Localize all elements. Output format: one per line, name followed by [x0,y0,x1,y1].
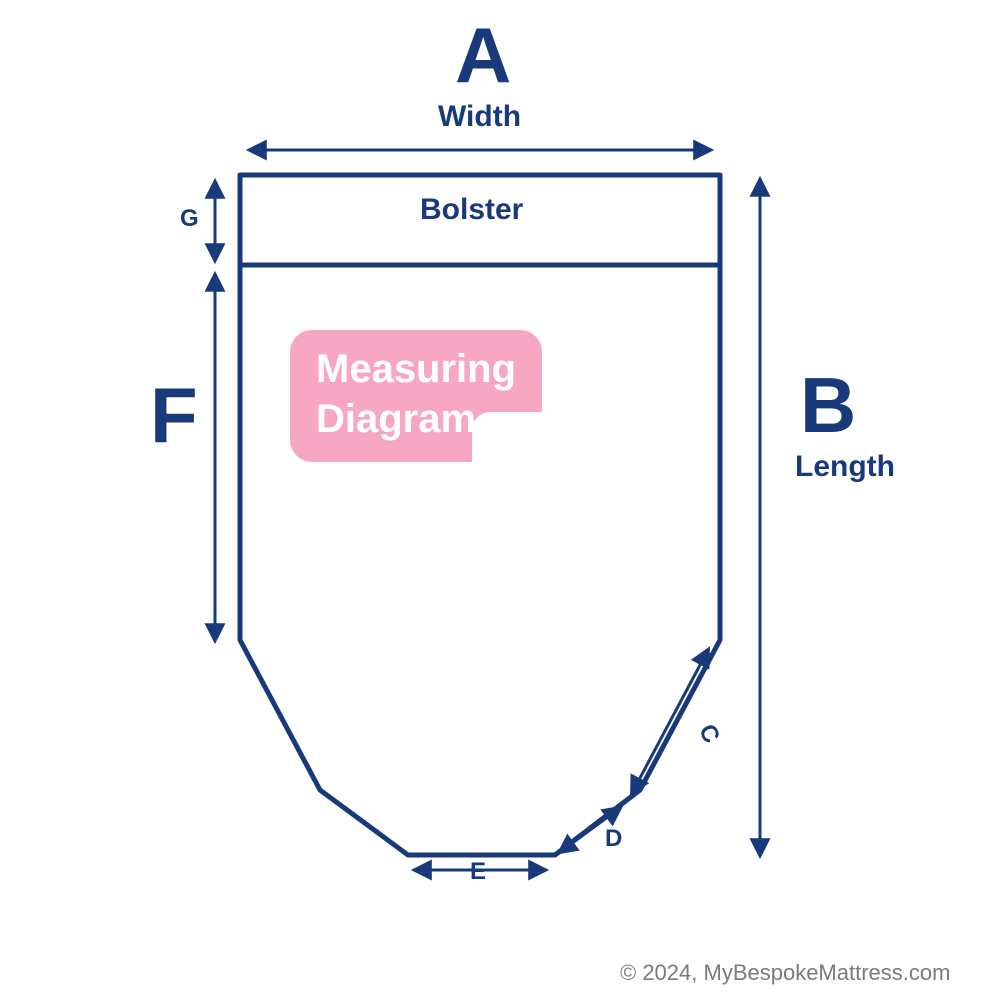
dimension-a-sublabel: Width [438,100,521,134]
dimension-f-letter: F [150,370,198,461]
dimension-a-letter: A [455,10,511,101]
diagram-svg [0,0,1000,1000]
dimension-e-letter: E [470,858,486,886]
dimension-d-letter: D [605,825,622,853]
copyright-text: © 2024, MyBespokeMattress.com [620,960,950,986]
badge-line2: Diagram [316,397,476,441]
dimension-b-letter: B [800,360,856,451]
mattress-outline [240,175,720,855]
badge-line1: Measuring [316,347,516,391]
badge-notch [472,412,542,462]
dimension-lines [215,150,760,870]
dimension-g-letter: G [180,205,199,233]
dimension-b-sublabel: Length [795,450,895,484]
title-badge: Measuring Diagram [290,330,542,462]
bolster-label: Bolster [420,193,523,227]
